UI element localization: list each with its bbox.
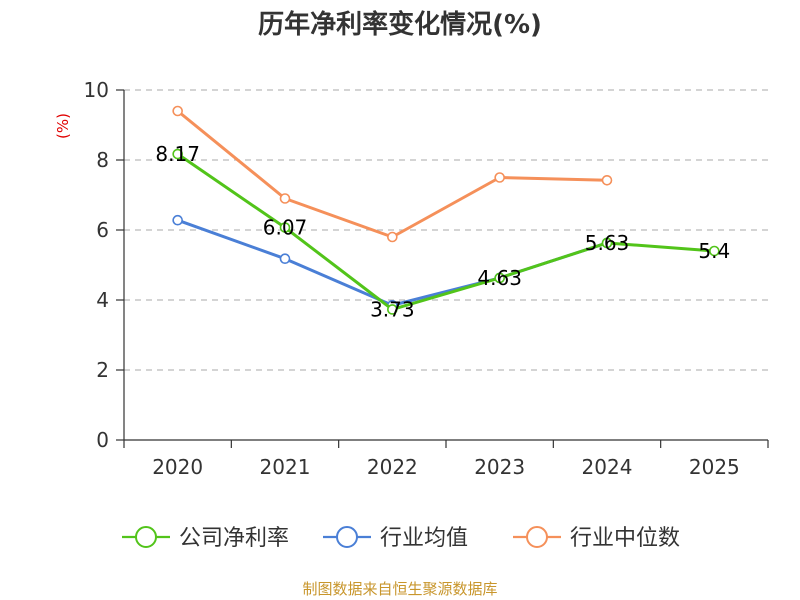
legend-label: 公司净利率 <box>179 526 289 551</box>
data-point[interactable] <box>494 172 505 183</box>
legend[interactable]: 公司净利率 行业均值 行业中位数 <box>122 526 680 551</box>
x-tick-label: 2023 <box>474 455 525 479</box>
data-point[interactable] <box>279 253 291 265</box>
y-tick-label: 8 <box>96 148 109 172</box>
legend-item-0[interactable]: 公司净利率 <box>122 526 289 551</box>
data-point[interactable] <box>601 237 613 249</box>
grid-lines <box>124 89 768 371</box>
legend-label: 行业均值 <box>380 526 468 551</box>
chart-title: 历年净利率变化情况(%) <box>258 9 542 40</box>
data-point[interactable] <box>172 214 183 226</box>
legend-item-2[interactable]: 行业中位数 <box>513 526 680 551</box>
y-tick-label: 4 <box>96 288 109 312</box>
series-line <box>176 152 715 311</box>
y-tick-label: 6 <box>96 218 109 242</box>
series-lines <box>172 105 720 315</box>
data-point[interactable] <box>709 245 720 257</box>
x-tick-label: 2022 <box>367 455 418 479</box>
data-label: 8.17 <box>155 142 200 166</box>
axes: 0 2 4 6 8 10 2020 2021 2022 2023 2024 2025 <box>84 78 769 479</box>
data-label: 4.63 <box>477 266 522 290</box>
series-line <box>176 109 608 239</box>
source-note: 制图数据来自恒生聚源数据库 <box>302 580 497 598</box>
legend-marker-icon <box>526 526 548 548</box>
data-point[interactable] <box>279 193 291 204</box>
legend-marker-icon <box>135 526 157 548</box>
data-label: 6.07 <box>263 216 308 240</box>
series-0 <box>172 148 720 315</box>
series-2 <box>172 105 613 243</box>
y-tick-label: 2 <box>96 358 109 382</box>
x-tick-label: 2020 <box>152 455 203 479</box>
x-tick-label: 2025 <box>689 455 740 479</box>
legend-item-1[interactable]: 行业均值 <box>323 526 468 551</box>
data-point[interactable] <box>279 222 291 233</box>
data-point[interactable] <box>172 105 183 117</box>
x-tick-label: 2021 <box>260 455 311 479</box>
legend-marker-icon <box>336 526 358 548</box>
data-point[interactable] <box>601 175 613 186</box>
legend-label: 行业中位数 <box>570 526 680 551</box>
data-label: 5.4 <box>698 239 730 263</box>
data-label: 3.73 <box>370 297 415 321</box>
data-point[interactable] <box>172 148 183 160</box>
data-labels: 8.17 6.07 3.73 4.63 5.63 5.4 <box>155 142 730 321</box>
data-point[interactable] <box>387 304 398 315</box>
data-label: 5.63 <box>585 231 630 255</box>
data-point[interactable] <box>494 272 505 284</box>
x-tick-label: 2024 <box>582 455 633 479</box>
data-point[interactable] <box>387 231 398 243</box>
y-axis-label: (%) <box>54 113 72 139</box>
y-tick-label: 0 <box>96 428 109 452</box>
y-tick-label: 10 <box>84 78 109 102</box>
